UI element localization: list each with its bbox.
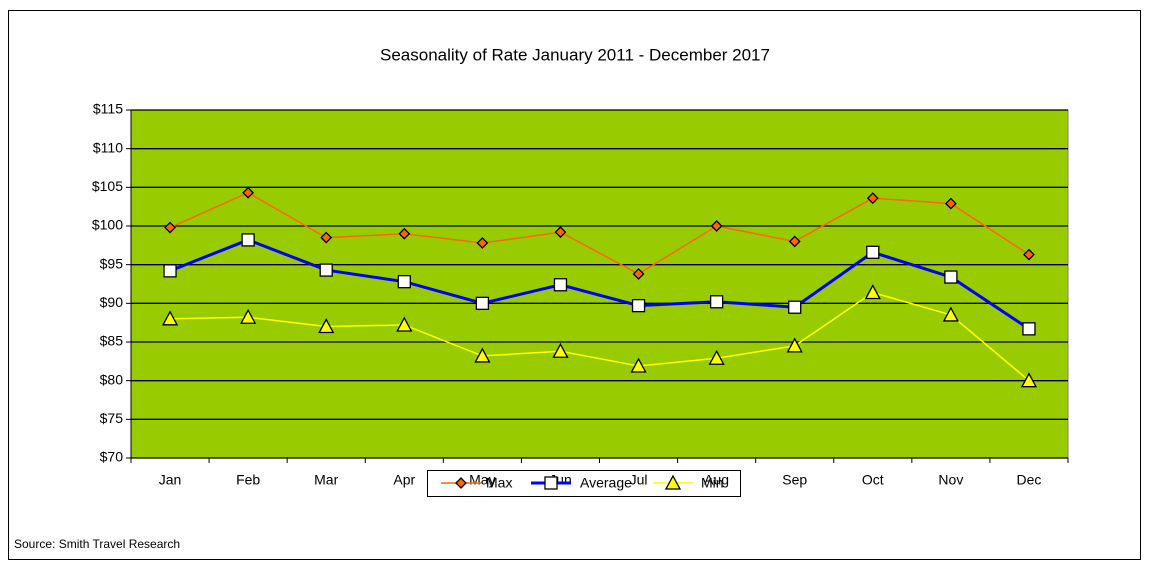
y-tick-label: $110: [93, 139, 123, 155]
point-marker: [242, 186, 255, 199]
y-tick-label: $95: [100, 255, 124, 271]
chart-title: Seasonality of Rate January 2011 - Decem…: [380, 45, 770, 64]
legend-label: Min: [701, 475, 724, 491]
point-marker: [164, 221, 176, 234]
y-tick-label: $90: [100, 294, 124, 310]
point-marker: [942, 306, 959, 322]
point-marker: [866, 192, 879, 205]
point-marker: [944, 270, 958, 284]
point-marker: [318, 318, 335, 334]
series-line: [169, 238, 1030, 331]
x-tick-label: Sep: [782, 472, 807, 488]
legend-marker: [544, 476, 558, 490]
point-marker: [944, 197, 957, 210]
y-tick-label: $80: [100, 371, 124, 387]
x-tick-label: Nov: [938, 472, 963, 488]
point-marker: [786, 337, 803, 353]
point-marker: [396, 316, 413, 332]
point-marker: [1023, 248, 1035, 261]
point-marker: [1022, 322, 1036, 336]
point-marker: [474, 347, 491, 363]
point-marker: [710, 220, 723, 232]
x-tick-label: Dec: [1017, 472, 1042, 488]
legend-marker: [455, 477, 467, 489]
x-tick-label: Jan: [159, 472, 182, 488]
point-marker: [866, 245, 880, 259]
y-tick-label: $85: [100, 333, 124, 349]
legend-label: Max: [486, 475, 512, 491]
series-line: [170, 291, 1030, 382]
point-marker: [788, 235, 801, 248]
point-marker: [864, 284, 881, 300]
y-tick-label: $105: [92, 178, 123, 194]
point-marker: [788, 300, 802, 314]
series-line: [169, 191, 1030, 275]
plot-area: [130, 109, 1069, 459]
y-tick-label: $70: [100, 449, 124, 465]
y-tick-label: $75: [100, 410, 124, 426]
point-marker: [554, 226, 567, 239]
point-marker: [553, 278, 568, 292]
source-note: Source: Smith Travel Research: [14, 537, 180, 551]
point-marker: [319, 263, 333, 277]
point-marker: [241, 233, 255, 247]
x-tick-label: Aug: [704, 472, 729, 488]
x-tick-label: Oct: [862, 472, 884, 488]
point-marker: [1020, 372, 1038, 388]
point-marker: [475, 296, 490, 310]
point-marker: [630, 357, 647, 373]
point-marker: [163, 264, 177, 278]
legend-marker: [664, 474, 682, 490]
point-marker: [240, 308, 257, 324]
point-marker: [709, 295, 724, 309]
x-tick-label: Feb: [236, 472, 260, 488]
point-marker: [476, 237, 489, 249]
legend-label: Average: [580, 475, 632, 491]
point-marker: [631, 299, 646, 313]
point-marker: [632, 268, 645, 280]
y-tick-label: $100: [92, 217, 123, 233]
point-marker: [397, 275, 411, 289]
point-marker: [708, 349, 725, 365]
x-tick-label: Mar: [314, 472, 338, 488]
point-marker: [398, 227, 411, 240]
y-tick-label: $115: [93, 101, 123, 117]
x-tick-label: Jul: [630, 472, 648, 488]
point-marker: [161, 310, 179, 326]
point-marker: [552, 342, 569, 358]
point-marker: [320, 231, 333, 244]
x-tick-label: Apr: [393, 472, 415, 488]
